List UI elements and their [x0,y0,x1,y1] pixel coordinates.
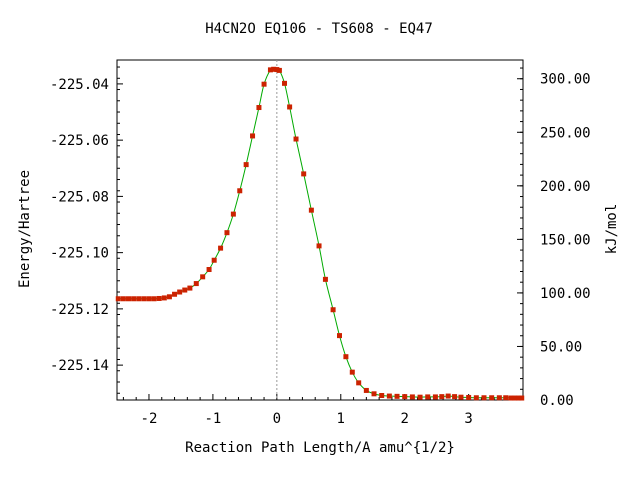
data-point [256,105,262,111]
data-point [496,395,502,401]
data-point [271,66,277,72]
data-point [473,395,479,401]
data-point [363,387,369,393]
x-axis-label: Reaction Path Length/A amu^{1/2} [185,440,455,456]
data-point [237,188,243,194]
energy-points [115,66,525,401]
data-point [274,67,280,73]
data-point [230,211,236,217]
data-point [166,294,172,300]
data-point [432,394,438,400]
data-point [379,393,385,399]
data-point [330,307,336,313]
y2-tick-label: 0.00 [540,393,574,409]
data-point [349,369,355,375]
data-point [218,245,224,251]
data-point [439,394,445,400]
y-tick-label: -225.14 [50,358,109,374]
data-point [193,281,199,287]
data-point [356,380,362,386]
y2-tick-label: 50.00 [540,339,582,355]
data-point [126,296,132,302]
y-tick-label: -225.04 [50,77,109,93]
data-point [261,81,267,87]
y2-tick-label: 150.00 [540,232,591,248]
data-point [409,394,415,400]
data-point [445,393,451,399]
data-point [481,395,487,401]
data-point [386,393,392,399]
data-point [206,267,212,273]
data-point [503,395,509,401]
data-point [508,395,514,401]
y2-tick-label: 300.00 [540,72,591,88]
data-point [267,67,273,73]
y-tick-label: -225.12 [50,302,109,318]
data-point [371,391,377,397]
data-point [282,80,288,86]
y2-tick-label: 250.00 [540,125,591,141]
y-tick-label: -225.10 [50,246,109,262]
plot-frame [116,59,524,401]
x-tick-label: 1 [337,411,345,427]
data-point [287,104,293,110]
x-tick-label: 2 [400,411,408,427]
y2-axis-ticks: 300.00 250.00 200.00 150.00 100.00 50.00 0.00 [517,67,591,409]
data-point [161,295,167,301]
data-point [337,333,343,339]
x-tick-label: 3 [464,411,472,427]
data-point [115,296,121,302]
data-point [489,395,495,401]
data-point [172,291,178,297]
data-point [151,296,157,302]
data-point [141,296,147,302]
data-point [187,285,193,291]
data-point [293,136,299,142]
y2-tick-label: 200.00 [540,179,591,195]
data-point [182,287,188,293]
data-point [250,133,256,139]
data-point [316,243,322,249]
y-tick-label: -225.08 [50,189,109,205]
data-point [200,274,206,280]
data-point [276,67,282,73]
data-point [402,394,408,400]
y-axis-ticks: -225.04 -225.06 -225.08 -225.10 -225.12 -225.… [50,66,123,394]
data-point [343,354,349,360]
data-point [512,395,518,401]
x-tick-label: -1 [204,411,221,427]
data-point [519,395,525,401]
data-point [136,296,142,302]
y-tick-label: -225.06 [50,133,109,149]
data-point [120,296,126,302]
y2-tick-label: 100.00 [540,286,591,302]
data-point [308,207,314,213]
data-point [224,230,230,236]
data-point [177,289,183,295]
data-point [301,171,307,177]
data-point [131,296,137,302]
data-point [452,394,458,400]
energy-curve [118,68,522,399]
x-tick-label: 0 [273,411,281,427]
data-point [417,394,423,400]
data-point [243,162,249,168]
data-point [322,276,328,282]
data-point [394,393,400,399]
data-point [458,394,464,400]
chart-title: H4CN2O EQ106 - TS608 - EQ47 [205,21,433,37]
data-point [146,296,152,302]
data-point [516,395,522,401]
x-tick-label: -2 [141,411,158,427]
y2-axis-label: kJ/mol [604,204,620,255]
data-point [211,257,217,263]
data-point [156,295,162,301]
data-point [466,394,472,400]
y-axis-label: Energy/Hartree [17,170,33,288]
data-point [425,394,431,400]
